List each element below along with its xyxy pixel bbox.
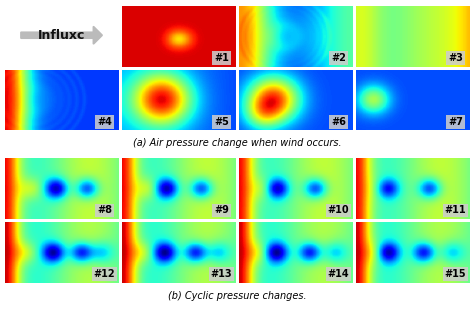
Text: #5: #5 bbox=[214, 117, 229, 127]
Text: #12: #12 bbox=[94, 269, 116, 279]
Text: #13: #13 bbox=[211, 269, 232, 279]
Text: (b) Cyclic pressure changes.: (b) Cyclic pressure changes. bbox=[168, 290, 306, 301]
Text: #1: #1 bbox=[214, 53, 229, 63]
Text: #8: #8 bbox=[97, 205, 112, 215]
Text: #2: #2 bbox=[331, 53, 346, 63]
Text: #11: #11 bbox=[445, 205, 466, 215]
Text: #3: #3 bbox=[448, 53, 463, 63]
Text: #4: #4 bbox=[97, 117, 112, 127]
Text: #15: #15 bbox=[445, 269, 466, 279]
Text: #14: #14 bbox=[328, 269, 349, 279]
Text: (a) Air pressure change when wind occurs.: (a) Air pressure change when wind occurs… bbox=[133, 138, 341, 149]
Text: #6: #6 bbox=[331, 117, 346, 127]
Text: #9: #9 bbox=[214, 205, 229, 215]
Text: Influxc: Influxc bbox=[38, 29, 85, 42]
Text: #7: #7 bbox=[448, 117, 463, 127]
Text: #10: #10 bbox=[328, 205, 349, 215]
